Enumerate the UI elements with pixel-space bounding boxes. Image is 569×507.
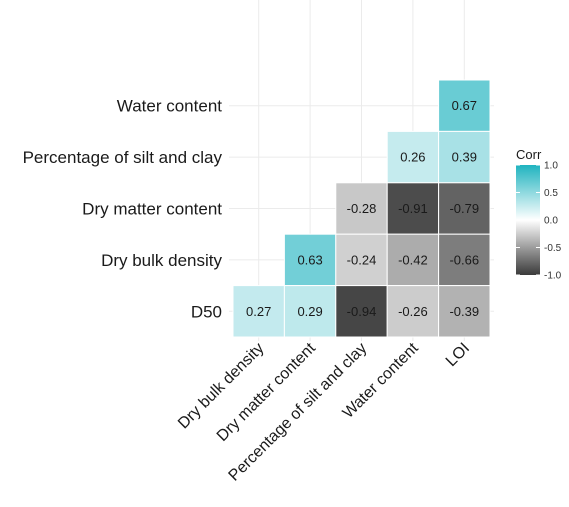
y-axis-label: Percentage of silt and clay xyxy=(23,148,223,167)
y-axis-label: D50 xyxy=(191,302,222,321)
legend-tick-label: 0.0 xyxy=(544,216,558,227)
legend-tick-label: 1.0 xyxy=(544,161,558,172)
y-axis-label: Water content xyxy=(117,97,222,116)
heatmap-cell xyxy=(438,182,491,235)
heatmap-cells: 0.67 0.26 0.39 -0.28 -0.91 -0.79 0.63 -0.24 -0.4… xyxy=(232,79,491,338)
heatmap-cell xyxy=(335,285,388,338)
y-axis-labels: Water content Percentage of silt and clay… xyxy=(23,97,223,322)
cell-value-label: -0.28 xyxy=(347,201,377,216)
cell-value-label: 0.39 xyxy=(452,150,477,165)
legend-title: Corr xyxy=(516,147,542,162)
cell-value-label: -0.79 xyxy=(449,201,479,216)
cell-value-label: 0.26 xyxy=(400,150,425,165)
heatmap-cell xyxy=(232,285,285,338)
cell-value-label: 0.27 xyxy=(246,304,271,319)
heatmap-cell xyxy=(438,285,491,338)
x-axis-label: LOI xyxy=(443,340,473,370)
heatmap-cell xyxy=(335,182,388,235)
y-axis-label: Dry matter content xyxy=(82,200,222,219)
heatmap-cell xyxy=(386,285,440,338)
legend-tick-label: -1.0 xyxy=(544,271,562,282)
x-axis-label: Dry bulk density xyxy=(175,340,268,433)
heatmap-cell xyxy=(438,79,491,132)
heatmap-cell xyxy=(283,285,337,338)
cell-value-label: -0.39 xyxy=(449,304,479,319)
cell-value-label: -0.66 xyxy=(449,252,479,267)
cell-value-label: -0.42 xyxy=(398,252,428,267)
cell-value-label: 0.63 xyxy=(297,252,322,267)
cell-value-label: 0.29 xyxy=(297,304,322,319)
x-axis-label: Dry matter content xyxy=(214,339,319,444)
cell-value-label: -0.91 xyxy=(398,201,428,216)
heatmap-cell xyxy=(386,233,440,287)
heatmap-cell xyxy=(386,182,440,235)
cell-value-label: -0.94 xyxy=(347,304,377,319)
cell-value-label: 0.67 xyxy=(452,98,477,113)
cell-value-label: -0.24 xyxy=(347,252,377,267)
legend-tick-label: -0.5 xyxy=(544,243,562,254)
legend-tick-label: 0.5 xyxy=(544,188,558,199)
cell-value-label: -0.26 xyxy=(398,304,428,319)
y-axis-label: Dry bulk density xyxy=(101,251,222,270)
